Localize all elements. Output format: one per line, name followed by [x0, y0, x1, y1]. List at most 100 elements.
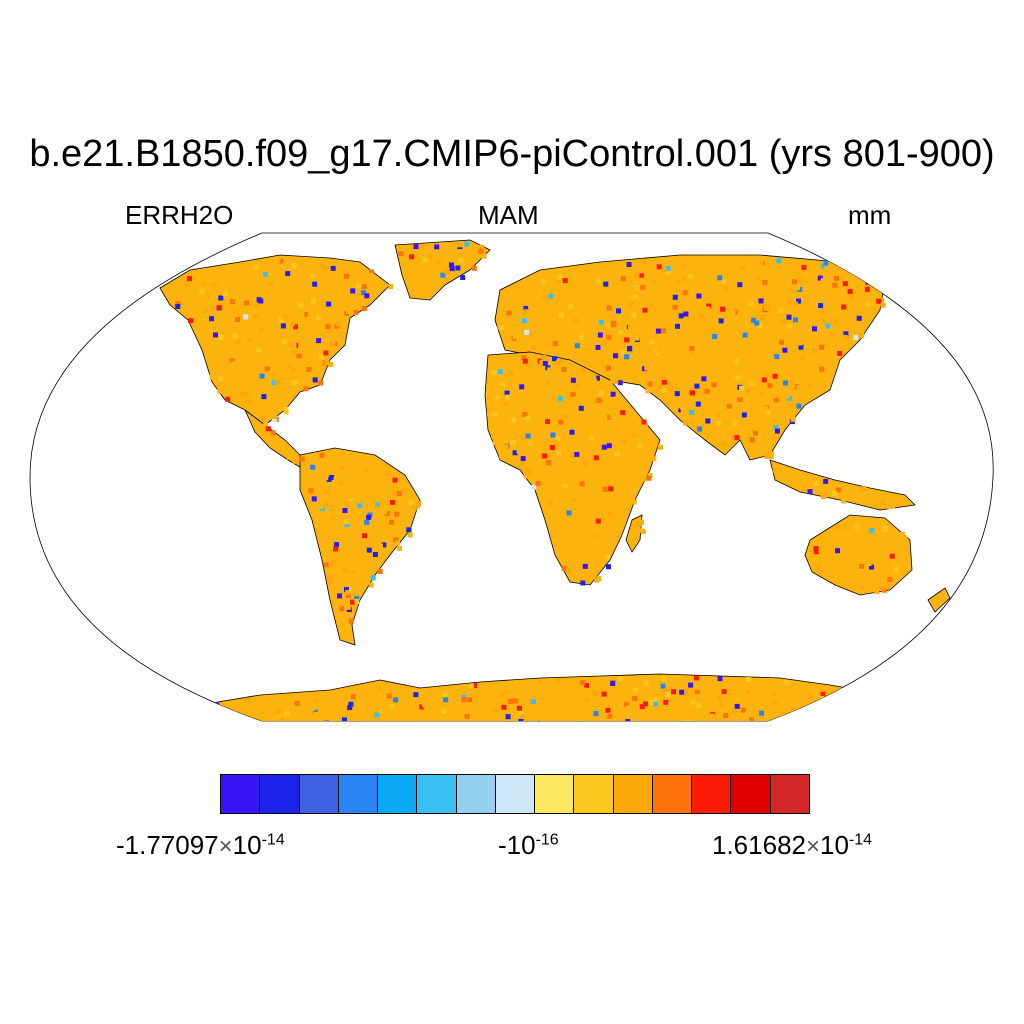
grid-cell: [570, 685, 576, 691]
grid-cell: [540, 469, 546, 475]
grid-cell: [588, 426, 594, 431]
grid-cell: [213, 332, 218, 338]
grid-cell: [377, 707, 383, 713]
grid-cell: [624, 354, 630, 360]
grid-cell: [514, 690, 520, 695]
grid-cell: [354, 562, 360, 568]
grid-cell: [285, 271, 291, 277]
grid-cell: [409, 701, 415, 707]
grid-cell: [368, 273, 374, 278]
grid-cell: [716, 695, 722, 701]
grid-cell: [811, 348, 817, 354]
grid-cell: [751, 317, 756, 323]
grid-cell: [418, 279, 424, 285]
grid-cell: [601, 340, 607, 346]
grid-cell: [700, 398, 706, 404]
grid-cell: [480, 708, 486, 714]
grid-cell: [696, 398, 702, 404]
grid-cell: [835, 548, 840, 554]
grid-cell: [575, 383, 581, 389]
grid-cell: [767, 383, 773, 389]
grid-cell: [742, 332, 748, 338]
grid-cell: [813, 549, 819, 555]
grid-cell: [720, 306, 726, 312]
anomaly-speckle-layer: [169, 241, 908, 721]
grid-cell: [221, 711, 227, 717]
grid-cell: [242, 359, 248, 365]
grid-cell: [663, 368, 669, 374]
grid-cell: [578, 405, 584, 411]
grid-cell: [495, 379, 501, 385]
grid-cell: [518, 719, 524, 721]
grid-cell: [638, 277, 644, 283]
grid-cell: [512, 334, 518, 340]
grid-cell: [299, 269, 305, 275]
grid-cell: [372, 564, 378, 570]
grid-cell: [270, 430, 276, 436]
grid-cell: [594, 577, 600, 583]
grid-cell: [503, 700, 509, 706]
grid-cell: [276, 392, 282, 398]
grid-cell: [519, 435, 525, 441]
grid-cell: [644, 365, 650, 371]
grid-cell: [366, 514, 372, 520]
grid-cell: [338, 507, 344, 513]
grid-cell: [544, 436, 549, 442]
grid-cell: [540, 431, 546, 437]
grid-cell: [390, 499, 396, 505]
grid-cell: [541, 708, 547, 714]
grid-cell: [854, 524, 860, 530]
grid-cell: [521, 291, 527, 297]
grid-cell: [606, 282, 612, 288]
grid-cell: [368, 460, 374, 466]
grid-cell: [323, 501, 329, 507]
grid-cell: [717, 305, 723, 311]
grid-cell: [890, 503, 895, 509]
colorbar-swatch: [692, 775, 732, 813]
grid-cell: [577, 373, 583, 379]
grid-cell: [859, 333, 865, 338]
grid-cell: [479, 244, 485, 250]
plot-title: b.e21.B1850.f09_g17.CMIP6-piControl.001 …: [29, 133, 995, 175]
grid-cell: [608, 385, 613, 391]
grid-cell: [841, 498, 847, 504]
grid-cell: [252, 276, 258, 282]
grid-cell: [523, 473, 529, 479]
grid-cell: [501, 704, 507, 710]
grid-cell: [375, 506, 380, 512]
grid-cell: [441, 708, 447, 714]
grid-cell: [817, 555, 823, 561]
grid-cell: [531, 344, 536, 350]
grid-cell: [847, 582, 852, 588]
grid-cell: [491, 432, 497, 438]
grid-cell: [347, 479, 353, 485]
grid-cell: [461, 250, 467, 256]
grid-cell: [607, 713, 613, 719]
grid-cell: [381, 542, 387, 548]
grid-cell: [657, 444, 663, 450]
grid-cell: [549, 445, 555, 450]
grid-cell: [398, 504, 403, 510]
grid-cell: [406, 527, 412, 533]
grid-cell: [579, 334, 585, 340]
grid-cell: [535, 398, 541, 404]
grid-cell: [760, 315, 766, 321]
grid-cell: [252, 299, 258, 304]
grid-cell: [278, 717, 284, 721]
grid-cell: [620, 276, 626, 282]
grid-cell: [430, 703, 436, 709]
grid-cell: [671, 689, 676, 695]
grid-cell: [887, 504, 893, 509]
grid-cell: [201, 281, 206, 287]
grid-cell: [306, 367, 312, 373]
grid-cell: [370, 575, 376, 581]
grid-cell: [902, 535, 908, 541]
grid-cell: [655, 328, 661, 334]
grid-cell: [345, 308, 351, 314]
grid-cell: [232, 366, 238, 372]
grid-cell: [698, 411, 703, 417]
grid-cell: [442, 691, 448, 697]
grid-cell: [567, 298, 573, 304]
grid-cell: [573, 482, 579, 488]
grid-cell: [580, 580, 586, 586]
